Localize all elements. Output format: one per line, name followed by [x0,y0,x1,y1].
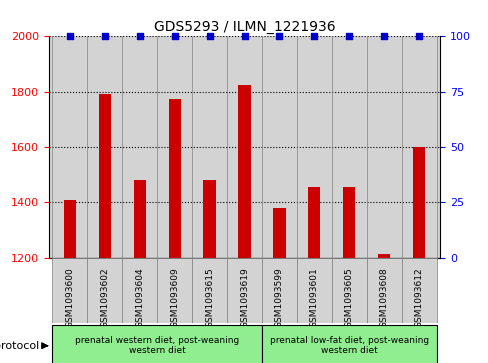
Bar [412,147,425,258]
Bar [401,258,436,323]
Text: GSM1093612: GSM1093612 [414,268,423,328]
Point [345,33,352,39]
Bar [238,85,250,258]
Point [240,33,248,39]
Text: prenatal western diet, post-weaning
western diet: prenatal western diet, post-weaning west… [75,336,239,355]
Point [380,33,387,39]
Point [136,33,143,39]
Bar [377,254,389,258]
Bar [52,258,87,323]
Point [310,33,318,39]
Text: GSM1093601: GSM1093601 [309,268,318,328]
Bar [192,258,226,323]
Bar [99,94,111,258]
Bar [273,208,285,258]
Bar [87,258,122,323]
Text: GSM1093619: GSM1093619 [240,268,248,328]
Bar [366,258,401,323]
Text: GSM1093602: GSM1093602 [100,268,109,328]
Bar [343,187,355,258]
Text: GSM1093615: GSM1093615 [204,268,214,328]
Text: protocol: protocol [0,341,39,351]
Point [414,33,422,39]
Bar [168,99,181,258]
Text: prenatal low-fat diet, post-weaning
western diet: prenatal low-fat diet, post-weaning west… [269,336,428,355]
Point [101,33,108,39]
Bar [157,258,192,323]
Bar [262,325,436,363]
Text: GSM1093599: GSM1093599 [274,268,284,328]
Point [170,33,178,39]
Text: GSM1093605: GSM1093605 [344,268,353,328]
Bar [226,258,262,323]
Bar [63,200,76,258]
Text: GSM1093600: GSM1093600 [65,268,74,328]
Bar [296,258,331,323]
Text: GSM1093604: GSM1093604 [135,268,144,328]
Bar [262,258,296,323]
Bar [307,187,320,258]
Point [275,33,283,39]
Bar [133,180,145,258]
Point [66,33,74,39]
Text: GSM1093609: GSM1093609 [170,268,179,328]
Point [205,33,213,39]
Text: GSM1093608: GSM1093608 [379,268,388,328]
Title: GDS5293 / ILMN_1221936: GDS5293 / ILMN_1221936 [153,20,335,34]
Bar [52,325,262,363]
Bar [203,180,215,258]
Bar [331,258,366,323]
Bar [122,258,157,323]
